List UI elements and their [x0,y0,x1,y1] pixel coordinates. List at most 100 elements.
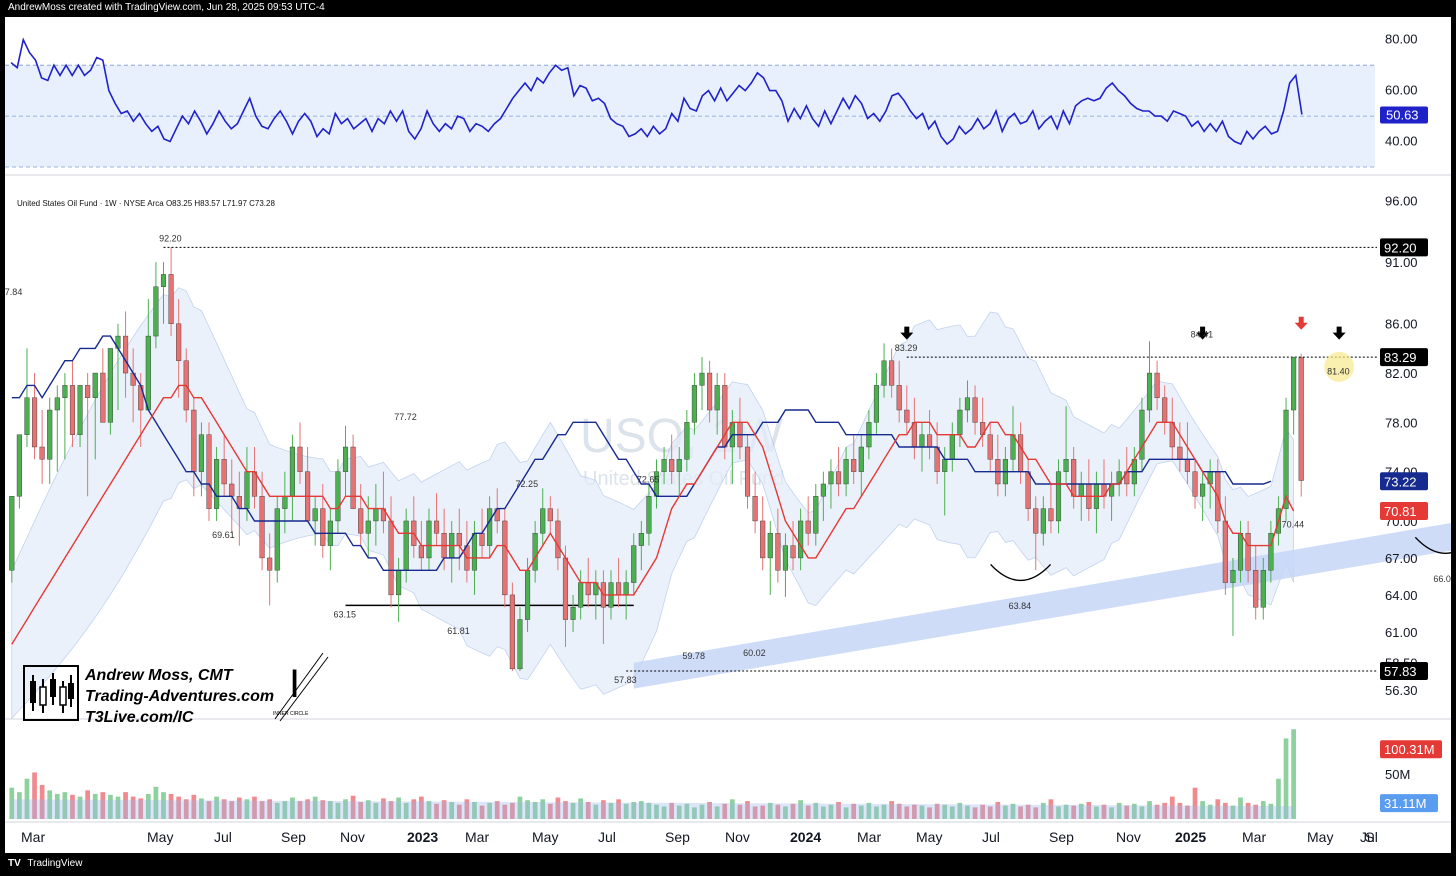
x-tick-label: Mar [857,829,881,845]
volume-bar [419,796,424,819]
candle [1298,353,1304,497]
candle [1291,356,1297,435]
volume-ma-label: 31.11M [1380,794,1438,813]
candle [760,496,766,571]
rsi-tick-label: 60.00 [1385,83,1418,98]
candle-body [221,459,227,485]
volume-bar [934,803,940,819]
candle [714,373,720,435]
candle-body [350,446,356,509]
x-tick-label: 2023 [407,829,438,845]
x-tick-label: S [1365,829,1374,845]
rsi-current-label: 50.63 [1380,106,1428,124]
volume-bar [563,801,568,819]
volume-bar [669,802,675,819]
candle-body [631,545,637,583]
volume-bar [608,802,614,819]
volume-bar [206,801,212,819]
volume-bar [676,805,682,819]
volume-bar [1139,806,1145,819]
candle [1063,406,1069,484]
candle [1048,483,1054,534]
volume-bar [1253,804,1259,819]
candle [843,447,849,497]
volume-bar [760,805,766,819]
candle-body [1025,471,1031,509]
candle [62,373,68,460]
candle-body [616,582,622,596]
candle [547,496,553,534]
volume-bar [92,793,98,819]
volume-ma-label-text: 31.11M [1384,796,1426,811]
brand-line3: T3Live.com/IC [85,709,194,726]
candle [509,582,515,671]
volume-bar [661,806,667,819]
candle [684,410,690,472]
volume-bar [980,804,985,819]
volume-bar [502,804,508,819]
volume-bar [957,802,963,819]
candle [964,380,971,423]
volume-bar [1215,799,1221,819]
candle-body [760,520,766,559]
logo-stroke [274,652,324,720]
rsi-tick-label: 40.00 [1385,134,1418,149]
candle-body [904,409,910,423]
candle [691,373,697,435]
volume-bar [85,790,90,819]
candle-body [365,520,371,534]
x-tick-label: 2025 [1175,829,1206,845]
candle-body [77,385,83,435]
volume-bar [115,796,121,819]
candle [502,508,508,608]
candle-body [168,274,174,324]
volume-bar [1048,799,1054,819]
price-label-high-text: 92.20 [1384,240,1417,255]
volume-bar [752,806,758,819]
volume-bar [729,799,735,819]
price-label-low: 57.83 [1380,661,1428,680]
x-tick-label: Jul [598,829,616,845]
tradingview-logo-icon: TV [8,858,21,869]
price-tick-label: 64.00 [1385,588,1418,603]
candle-body [1154,372,1160,398]
candle-body [775,533,781,571]
candle [638,520,644,571]
volume-bar [889,801,894,819]
volume-bar [654,804,659,819]
volume-bar [138,798,144,819]
volume-bar [1003,805,1008,819]
volume-bar [798,800,803,819]
candle-body [123,335,129,374]
volume-bar [722,803,728,819]
candle [1253,545,1259,620]
candle [828,459,834,509]
bottom-arc [1414,536,1456,554]
candle [176,299,182,398]
candle [669,434,675,484]
volume-bar [813,802,819,819]
volume-bar [373,802,379,819]
down-arrow-icon [1196,326,1210,340]
volume-bar [866,802,872,819]
volume-bar [1260,801,1266,819]
candle-body [547,508,553,522]
candle-body [714,385,720,411]
candle-body [145,335,151,411]
volume-bar [646,802,652,819]
volume-bar [161,792,166,819]
candle [77,385,83,447]
candle [92,372,98,460]
candle [31,373,38,460]
volume-bar [350,795,356,819]
candle [47,397,53,484]
candle-body [676,459,682,472]
candle [487,496,493,558]
candle-body [16,434,22,497]
rsi-tick-label: 80.00 [1385,32,1418,47]
volume-bar [1109,807,1114,819]
candle [1192,459,1198,509]
volume-bar [987,806,993,819]
candle-body [1253,570,1259,608]
